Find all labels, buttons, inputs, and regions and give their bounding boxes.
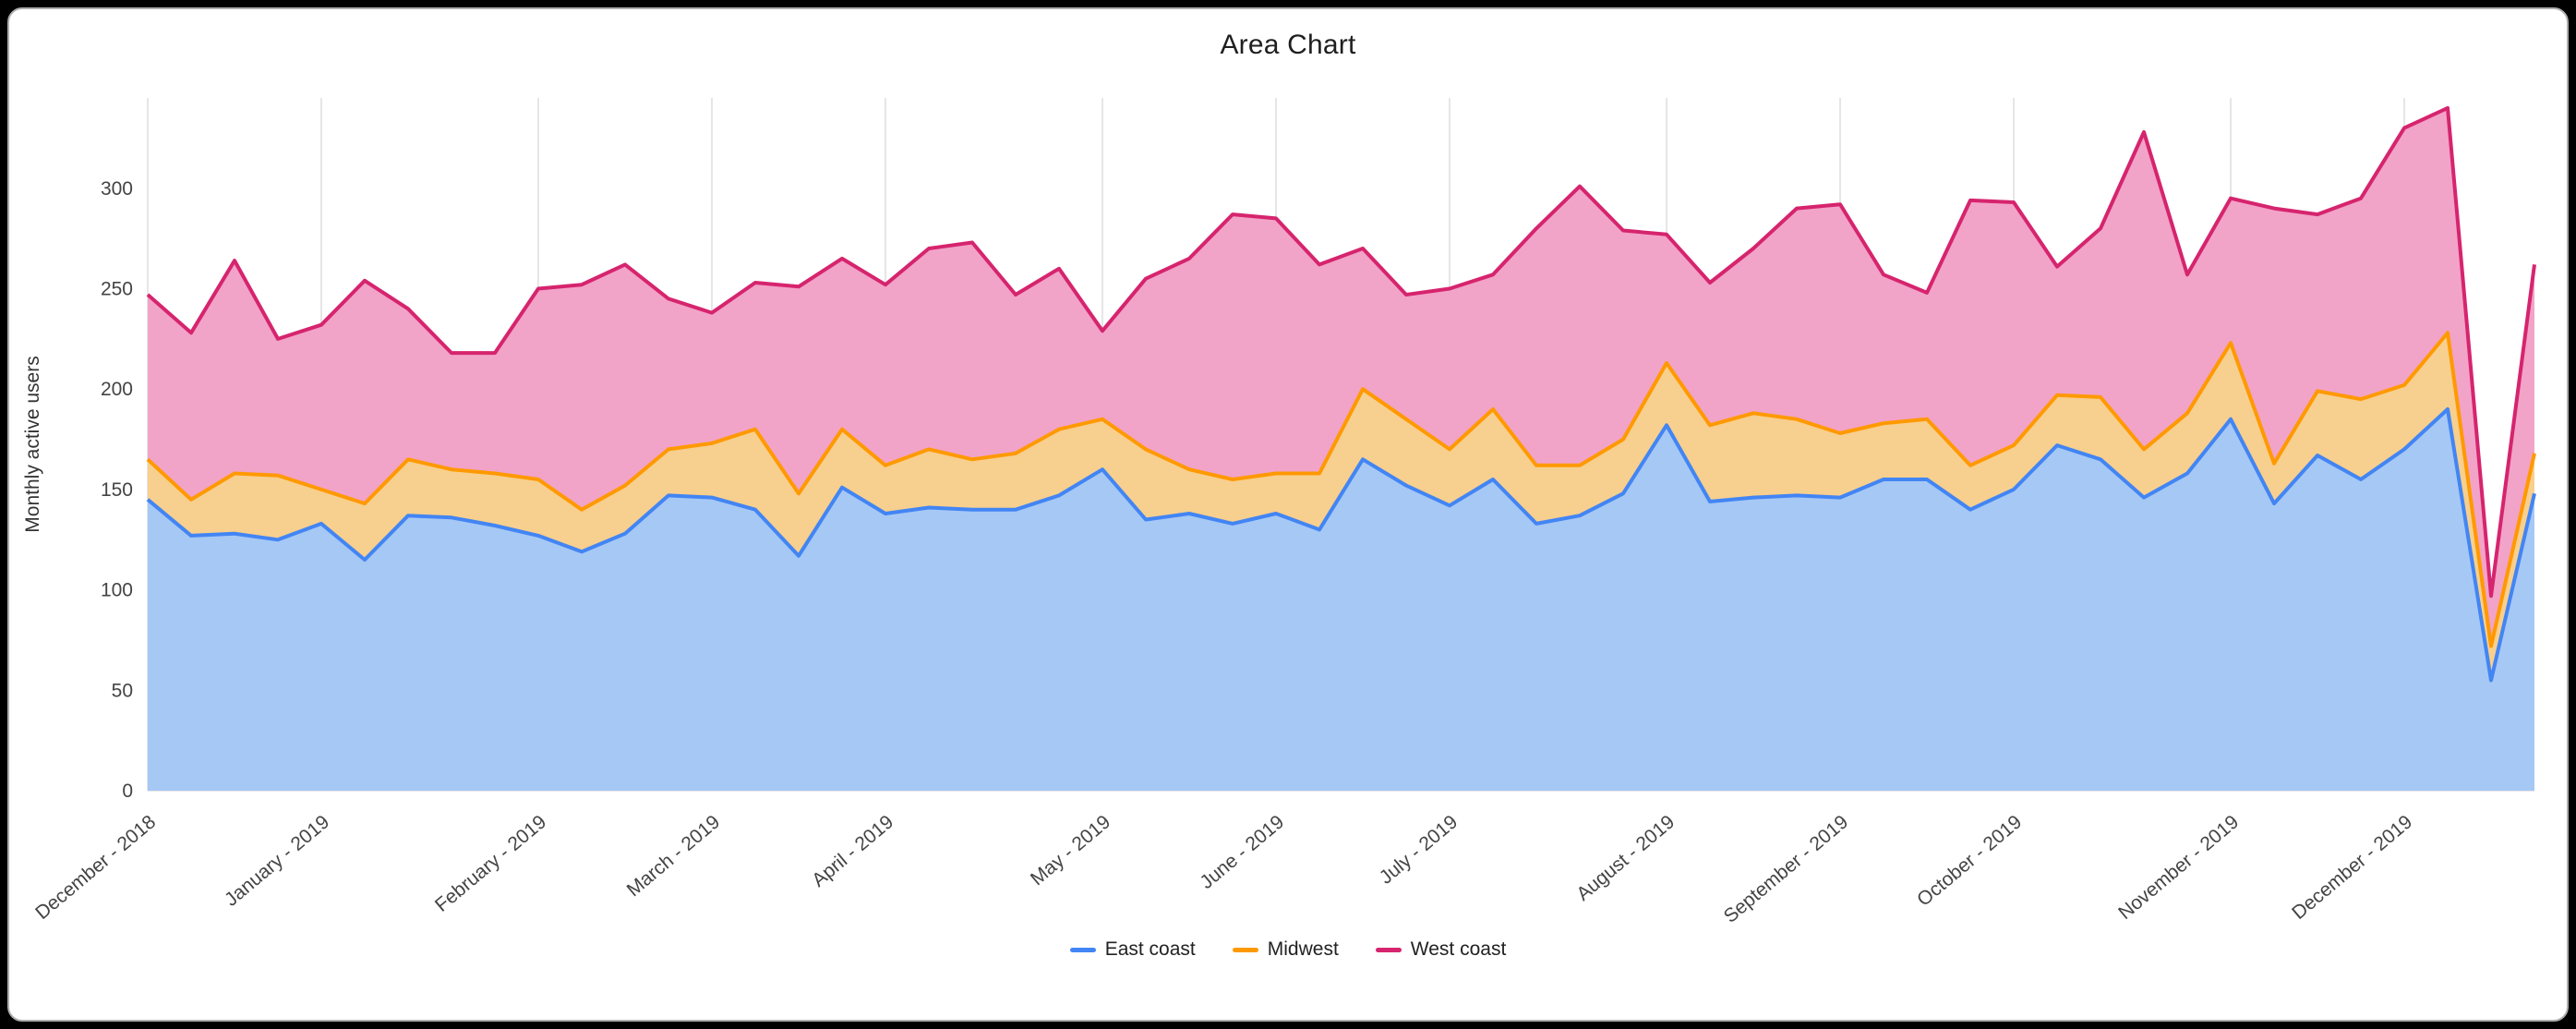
x-tick-label: March - 2019 xyxy=(623,811,725,901)
area-series-east-coast[interactable] xyxy=(148,409,2534,791)
area-chart-svg[interactable]: 0 50 100 150 200 250 300 December - 2018 January… xyxy=(9,61,2567,938)
chart-plot: 0 50 100 150 200 250 300 December - 2018 January… xyxy=(31,98,2536,927)
legend-item-west-coast: West coast xyxy=(1375,938,1507,961)
x-tick-label: December - 2018 xyxy=(31,811,160,924)
y-axis-title: Monthly active users xyxy=(22,356,43,532)
legend-item-east-coast: East coast xyxy=(1069,938,1196,961)
legend-label-midwest: Midwest xyxy=(1267,938,1339,960)
y-tick-label: 150 xyxy=(101,479,133,501)
legend-item-midwest: Midwest xyxy=(1232,938,1339,961)
x-tick-label: November - 2019 xyxy=(2114,811,2243,924)
x-tick-label: February - 2019 xyxy=(431,811,550,916)
chart-card: Area Chart 0 50 100 150 200 250 300 December - … xyxy=(7,7,2569,1022)
legend-label-west-coast: West coast xyxy=(1410,938,1507,960)
line-series-east-coast[interactable] xyxy=(146,407,2536,683)
legend-label-east-coast: East coast xyxy=(1104,938,1196,960)
legend-swatch-midwest-icon xyxy=(1232,947,1258,952)
x-tick-label: September - 2019 xyxy=(1720,811,1853,927)
y-tick-label: 250 xyxy=(101,279,133,300)
x-tick-label: May - 2019 xyxy=(1027,811,1114,890)
chart-title: Area Chart xyxy=(1220,30,1356,60)
y-tick-label: 200 xyxy=(101,379,133,400)
line-series-midwest[interactable] xyxy=(146,331,2536,648)
y-tick-label: 100 xyxy=(101,580,133,601)
y-tick-label: 300 xyxy=(101,178,133,200)
chart-legend: East coast Midwest West coast xyxy=(9,938,2567,961)
y-tick-label: 0 xyxy=(122,781,133,802)
x-tick-label: April - 2019 xyxy=(808,811,897,891)
y-tick-label: 50 xyxy=(112,680,133,701)
x-tick-label: January - 2019 xyxy=(221,811,333,911)
line-series-west-coast[interactable] xyxy=(146,105,2536,599)
x-tick-label: July - 2019 xyxy=(1376,811,1462,889)
legend-swatch-west-coast-icon xyxy=(1375,947,1402,952)
x-tick-label: October - 2019 xyxy=(1913,811,2026,911)
x-tick-label: June - 2019 xyxy=(1196,811,1288,893)
legend-swatch-east-coast-icon xyxy=(1069,947,1096,952)
x-tick-label: August - 2019 xyxy=(1572,811,1679,905)
x-tick-label: December - 2019 xyxy=(2288,811,2416,924)
